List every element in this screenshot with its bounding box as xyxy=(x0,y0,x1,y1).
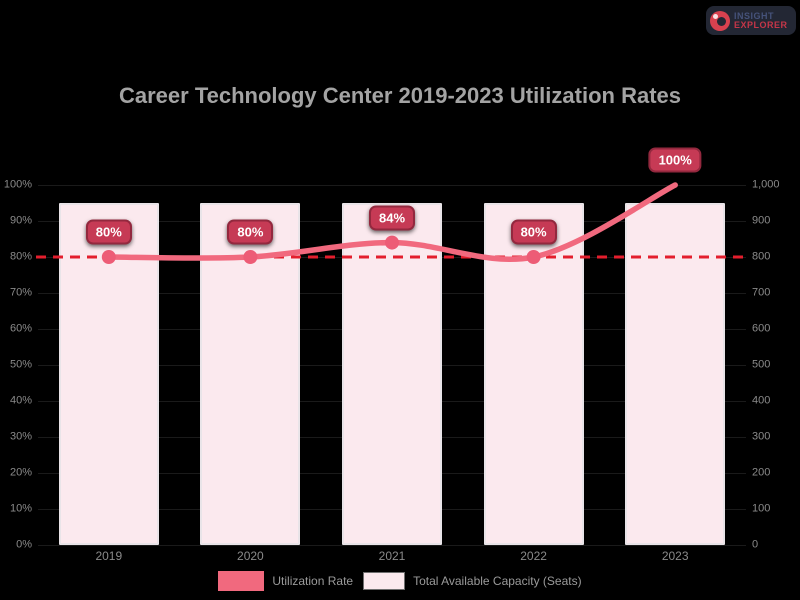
y-axis-tick-label-left: 80% xyxy=(9,250,32,263)
y-axis-tick-label-left: 60% xyxy=(9,322,32,335)
y-axis-tick-label-left: 70% xyxy=(9,286,32,299)
y-axis-tick-label-left: 0% xyxy=(16,538,32,551)
chart-legend: Utilization Rate Total Available Capacity… xyxy=(0,571,800,591)
brand-logo-icon xyxy=(710,10,730,31)
legend-item: Utilization Rate xyxy=(218,571,353,591)
y-axis-tick-label-right: 800 xyxy=(752,250,771,263)
chart-title: Career Technology Center 2019-2023 Utili… xyxy=(118,83,681,108)
x-axis-tick-label: 2019 xyxy=(95,549,123,563)
brand-name-line1: INSIGHT xyxy=(734,10,775,21)
brand-logo-text: INSIGHT EXPLORER xyxy=(734,10,788,30)
bar xyxy=(625,203,726,545)
gridline xyxy=(38,545,746,546)
data-point-marker xyxy=(101,250,116,264)
data-point-marker xyxy=(526,250,541,264)
data-label-badge: 80% xyxy=(85,219,132,245)
legend-swatch xyxy=(363,572,406,590)
x-axis-tick-label: 2022 xyxy=(520,549,547,563)
y-axis-tick-label-right: 700 xyxy=(752,286,771,299)
legend-label: Utilization Rate xyxy=(272,574,354,588)
data-point-marker xyxy=(243,250,258,264)
x-axis-tick-label: 2020 xyxy=(237,549,264,563)
y-axis-tick-label-left: 10% xyxy=(9,502,32,515)
gridline xyxy=(38,185,746,186)
legend-swatch xyxy=(218,571,265,591)
brand-name-line2: EXPLORER xyxy=(734,19,788,30)
data-label-badge: 84% xyxy=(368,205,416,231)
y-axis-tick-label-right: 500 xyxy=(752,358,771,371)
legend-item: Total Available Capacity (Seats) xyxy=(363,572,582,590)
y-axis-tick-label-right: 200 xyxy=(752,466,771,479)
y-axis-tick-label-left: 100% xyxy=(3,178,32,191)
y-axis-tick-label-left: 40% xyxy=(9,394,32,407)
data-label-badge: 80% xyxy=(510,219,557,245)
y-axis-tick-label-left: 50% xyxy=(9,358,32,371)
x-axis-tick-label: 2021 xyxy=(378,549,406,563)
legend-label: Total Available Capacity (Seats) xyxy=(413,574,582,588)
y-axis-tick-label-right: 1,000 xyxy=(752,178,780,191)
y-axis-tick-label-right: 900 xyxy=(752,214,771,227)
y-axis-tick-label-right: 300 xyxy=(752,430,771,443)
x-axis-tick-label: 2023 xyxy=(661,549,689,563)
brand-logo: INSIGHT EXPLORER xyxy=(706,6,796,35)
y-axis-tick-label-left: 20% xyxy=(9,466,32,479)
y-axis-tick-label-right: 100 xyxy=(752,502,771,515)
data-label-badge: 100% xyxy=(648,147,702,173)
y-axis-tick-label-right: 0 xyxy=(752,538,759,551)
bar xyxy=(342,203,442,545)
y-axis-tick-label-left: 30% xyxy=(9,430,32,443)
y-axis-tick-label-right: 600 xyxy=(752,322,771,335)
data-label-badge: 80% xyxy=(227,219,274,245)
data-point-marker xyxy=(385,235,399,250)
y-axis-tick-label-right: 400 xyxy=(752,394,771,407)
y-axis-tick-label-left: 90% xyxy=(9,214,32,227)
